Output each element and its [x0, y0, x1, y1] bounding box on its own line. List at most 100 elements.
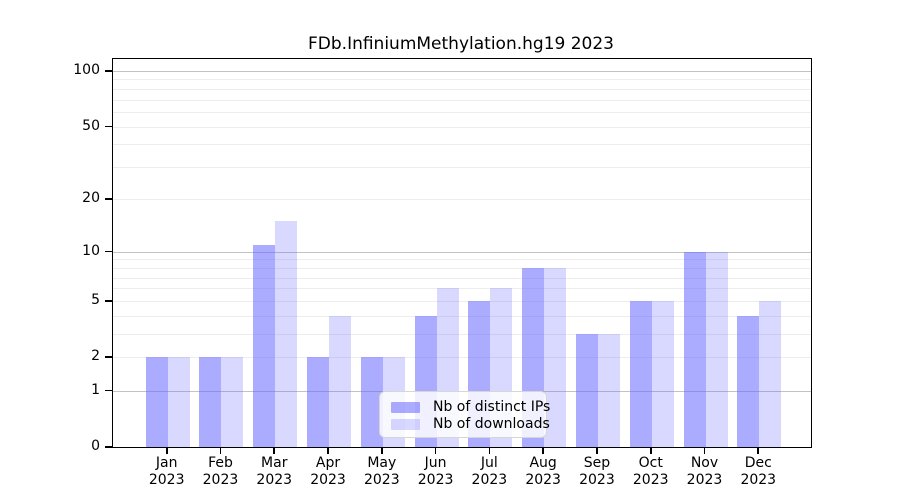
bar-distinct-ips-jan: [145, 357, 168, 447]
bar-downloads-apr: [329, 315, 352, 447]
bar-distinct-ips-mar: [253, 244, 276, 447]
legend-swatch-downloads: [391, 418, 420, 430]
legend-row-downloads: Nb of downloads: [391, 416, 550, 432]
y-tick-label: 20: [82, 189, 100, 206]
bar-downloads-jan: [167, 357, 190, 447]
legend-label-downloads: Nb of downloads: [433, 416, 550, 432]
month-label: Nov: [690, 455, 719, 471]
bar-distinct-ips-apr: [307, 357, 330, 447]
month-label: Feb: [208, 455, 233, 471]
legend-row-distinct-ips: Nb of distinct IPs: [391, 399, 550, 415]
minor-gridline: [113, 126, 811, 128]
bar-distinct-ips-feb: [199, 357, 222, 447]
year-label: 2023: [579, 471, 615, 488]
x-tick: [542, 447, 544, 454]
chart-title: FDb.InfiniumMethylation.hg19 2023: [308, 34, 614, 54]
y-tick: [105, 300, 112, 302]
month-label: Mar: [261, 455, 288, 471]
minor-gridline: [113, 277, 811, 279]
y-tick-label: 2: [91, 348, 100, 365]
bar-downloads-mar: [275, 221, 298, 447]
year-label: 2023: [632, 471, 669, 488]
legend-swatch-distinct-ips: [391, 401, 420, 413]
x-tick: [649, 447, 652, 454]
bar-distinct-ips-may: [360, 357, 383, 447]
minor-gridline: [113, 315, 811, 317]
x-tick: [596, 447, 598, 454]
bar-distinct-ips-oct: [629, 301, 652, 447]
minor-gridline: [113, 144, 811, 146]
plot-area: Nb of distinct IPs Nb of downloads: [112, 58, 812, 448]
y-tick-label: 10: [82, 242, 100, 259]
minor-gridline: [113, 301, 811, 303]
bar-distinct-ips-dec: [737, 315, 760, 447]
bar-downloads-oct: [651, 301, 674, 447]
x-tick-label-aug: Aug 2023: [511, 455, 575, 488]
x-tick: [434, 447, 437, 454]
month-label: Jun: [424, 455, 447, 471]
year-label: 2023: [525, 471, 561, 488]
bar-distinct-ips-sep: [575, 334, 598, 447]
x-tick: [219, 447, 222, 454]
x-tick: [273, 447, 276, 454]
x-tick-label-jan: Jan 2023: [135, 455, 199, 488]
minor-gridline: [113, 88, 811, 90]
month-label: May: [367, 455, 397, 471]
minor-gridline: [113, 112, 811, 114]
year-label: 2023: [686, 471, 723, 488]
month-label: Sep: [583, 455, 611, 471]
y-tick: [105, 69, 112, 72]
month-label: Aug: [529, 455, 557, 471]
x-tick-label-dec: Dec 2023: [726, 455, 790, 488]
year-label: 2023: [363, 471, 400, 488]
y-tick-label: 100: [73, 61, 100, 78]
x-tick: [703, 447, 706, 454]
x-tick: [488, 447, 491, 454]
month-label: Apr: [315, 455, 341, 471]
year-label: 2023: [310, 471, 346, 488]
x-tick: [380, 447, 383, 454]
x-tick: [757, 447, 760, 454]
legend-label-distinct-ips: Nb of distinct IPs: [433, 399, 551, 415]
x-tick-label-feb: Feb 2023: [188, 455, 252, 488]
bar-downloads-feb: [221, 357, 244, 447]
month-label: Jul: [480, 455, 498, 471]
minor-gridline: [113, 99, 811, 101]
x-tick-label-nov: Nov 2023: [673, 455, 737, 488]
y-tick: [105, 356, 112, 359]
month-label: Oct: [638, 455, 663, 471]
legend: Nb of distinct IPs Nb of downloads: [379, 391, 550, 438]
year-label: 2023: [202, 471, 239, 488]
minor-gridline: [113, 198, 811, 200]
x-tick-label-jul: Jul 2023: [457, 455, 521, 488]
year-label: 2023: [256, 471, 293, 488]
y-tick: [105, 197, 112, 200]
year-label: 2023: [148, 471, 185, 488]
minor-gridline: [113, 167, 811, 169]
x-tick-label-oct: Oct 2023: [619, 455, 683, 488]
x-tick-label-mar: Mar 2023: [242, 455, 306, 488]
minor-gridline: [113, 334, 811, 336]
x-tick: [165, 447, 168, 454]
x-tick-label-sep: Sep 2023: [565, 455, 629, 488]
y-tick-label: 50: [82, 117, 100, 134]
minor-gridline: [113, 288, 811, 290]
minor-gridline: [113, 259, 811, 261]
y-tick: [105, 446, 112, 448]
minor-gridline: [113, 267, 811, 269]
bar-downloads-dec: [759, 301, 782, 447]
major-gridline: [113, 251, 811, 253]
month-label: Dec: [744, 455, 772, 471]
x-tick-label-apr: Apr 2023: [296, 455, 360, 488]
y-tick: [105, 389, 112, 392]
minor-gridline: [113, 79, 811, 81]
major-gridline: [113, 70, 811, 72]
bar-distinct-ips-nov: [683, 251, 706, 447]
bar-downloads-aug: [544, 267, 567, 447]
minor-gridline: [113, 357, 811, 359]
year-label: 2023: [471, 471, 508, 488]
x-tick-label-jun: Jun 2023: [404, 455, 468, 488]
year-label: 2023: [740, 471, 777, 488]
y-tick-label: 0: [91, 438, 100, 454]
